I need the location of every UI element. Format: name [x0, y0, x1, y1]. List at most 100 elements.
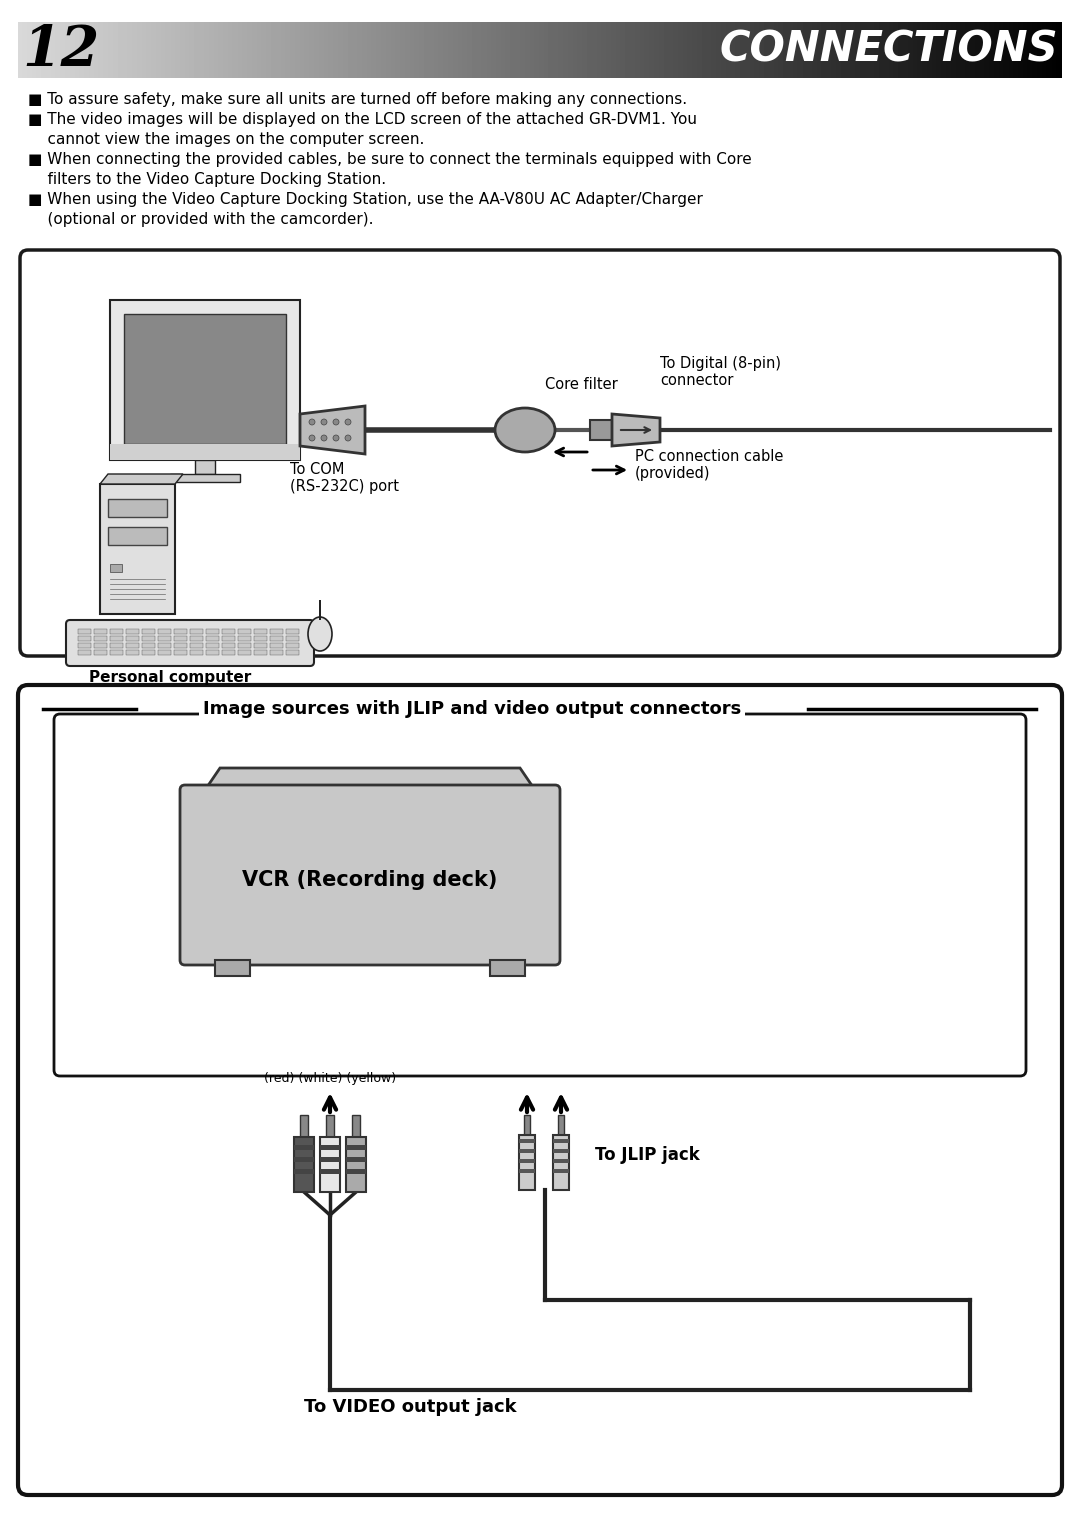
Bar — [238, 642, 251, 648]
Bar — [78, 636, 91, 641]
Bar — [319, 599, 321, 619]
Bar — [553, 1170, 569, 1173]
Bar — [294, 1145, 314, 1150]
Circle shape — [309, 419, 315, 425]
Bar — [254, 642, 267, 648]
Bar — [158, 636, 171, 641]
Bar — [110, 650, 123, 655]
Bar — [238, 629, 251, 635]
Polygon shape — [612, 414, 660, 446]
FancyBboxPatch shape — [54, 714, 1026, 1076]
Bar — [519, 1134, 535, 1190]
Bar — [286, 636, 299, 641]
Ellipse shape — [495, 408, 555, 452]
Bar — [158, 629, 171, 635]
Bar — [553, 1139, 569, 1144]
Text: CONNECTIONS: CONNECTIONS — [719, 29, 1058, 71]
Bar — [190, 629, 203, 635]
Bar — [170, 474, 240, 481]
Bar — [174, 650, 187, 655]
Bar — [195, 460, 215, 474]
Circle shape — [321, 419, 327, 425]
Bar — [270, 636, 283, 641]
Bar — [553, 1150, 569, 1153]
Circle shape — [333, 419, 339, 425]
Bar — [519, 1159, 535, 1164]
FancyBboxPatch shape — [21, 250, 1059, 656]
Bar — [141, 642, 156, 648]
Ellipse shape — [308, 616, 332, 652]
Bar — [326, 1114, 334, 1137]
Bar — [206, 629, 219, 635]
Bar — [174, 629, 187, 635]
Bar — [270, 642, 283, 648]
Bar — [206, 636, 219, 641]
Text: ■ The video images will be displayed on the LCD screen of the attached GR-DVM1. : ■ The video images will be displayed on … — [28, 112, 697, 127]
Bar — [320, 1157, 340, 1162]
Text: ■ To assure safety, make sure all units are turned off before making any connect: ■ To assure safety, make sure all units … — [28, 92, 687, 107]
Bar — [270, 629, 283, 635]
Bar — [190, 642, 203, 648]
Text: ■ When connecting the provided cables, be sure to connect the terminals equipped: ■ When connecting the provided cables, b… — [28, 152, 752, 167]
Bar — [254, 636, 267, 641]
Bar — [124, 314, 286, 445]
Bar — [206, 650, 219, 655]
Bar — [490, 960, 525, 977]
Bar — [294, 1137, 314, 1193]
Bar — [294, 1157, 314, 1162]
Text: To Digital (8-pin)
connector: To Digital (8-pin) connector — [660, 356, 781, 388]
Bar — [300, 1114, 308, 1137]
Bar — [126, 629, 139, 635]
Bar — [94, 650, 107, 655]
Text: (optional or provided with the camcorder).: (optional or provided with the camcorder… — [28, 212, 374, 227]
Bar — [110, 629, 123, 635]
Text: Core filter: Core filter — [545, 377, 618, 392]
Bar — [254, 629, 267, 635]
Bar — [320, 1137, 340, 1193]
Bar — [78, 629, 91, 635]
Bar — [94, 642, 107, 648]
Bar — [190, 636, 203, 641]
Text: ■ When using the Video Capture Docking Station, use the AA-V80U AC Adapter/Charg: ■ When using the Video Capture Docking S… — [28, 192, 703, 207]
Bar — [553, 1134, 569, 1190]
Bar — [222, 642, 235, 648]
Bar — [352, 1114, 360, 1137]
Polygon shape — [205, 768, 535, 789]
Text: (red) (white) (yellow): (red) (white) (yellow) — [264, 1072, 396, 1085]
Circle shape — [345, 419, 351, 425]
Bar — [519, 1139, 535, 1144]
Bar — [108, 527, 167, 546]
FancyBboxPatch shape — [18, 685, 1062, 1495]
Bar — [110, 564, 122, 572]
Text: VCR (Recording deck): VCR (Recording deck) — [242, 871, 498, 891]
Bar — [141, 629, 156, 635]
Bar — [126, 636, 139, 641]
Bar — [346, 1157, 366, 1162]
Bar — [158, 642, 171, 648]
Bar — [320, 1170, 340, 1174]
Bar — [254, 650, 267, 655]
Text: cannot view the images on the computer screen.: cannot view the images on the computer s… — [28, 132, 424, 147]
Bar — [519, 1170, 535, 1173]
Bar — [222, 636, 235, 641]
Bar — [524, 1114, 530, 1134]
Polygon shape — [300, 406, 365, 454]
FancyBboxPatch shape — [66, 619, 314, 665]
Bar — [110, 642, 123, 648]
Bar — [110, 300, 300, 460]
Bar — [238, 636, 251, 641]
Text: PC connection cable
(provided): PC connection cable (provided) — [635, 449, 783, 481]
Bar — [286, 642, 299, 648]
Bar — [126, 650, 139, 655]
Text: filters to the Video Capture Docking Station.: filters to the Video Capture Docking Sta… — [28, 172, 387, 187]
Text: To JLIP jack: To JLIP jack — [595, 1147, 700, 1164]
Bar — [238, 650, 251, 655]
Text: To COM
(RS-232C) port: To COM (RS-232C) port — [291, 461, 399, 495]
Bar — [286, 650, 299, 655]
Bar — [590, 420, 612, 440]
Bar — [190, 650, 203, 655]
Bar — [100, 484, 175, 615]
Bar — [346, 1170, 366, 1174]
Bar — [320, 1145, 340, 1150]
Bar — [141, 636, 156, 641]
